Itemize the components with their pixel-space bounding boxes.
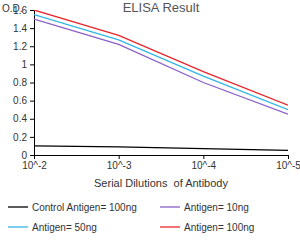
- legend-swatch: [160, 226, 180, 227]
- y-tick: 0.4: [13, 113, 34, 124]
- legend-swatch: [8, 206, 28, 207]
- y-tick: 0.2: [13, 132, 34, 143]
- y-tick-label: 0: [21, 150, 27, 161]
- y-axis-line: [30, 11, 35, 156]
- y-tick-mark: [30, 64, 34, 65]
- y-tick-mark: [30, 28, 34, 29]
- x-tick-label: 10^-5: [276, 160, 300, 171]
- y-tick-label: 0.4: [13, 113, 27, 124]
- series-line: [34, 19, 288, 114]
- legend-label: Control Antigen= 100ng: [32, 202, 137, 213]
- series-line: [34, 10, 288, 105]
- legend: Control Antigen= 100ng Antigen= 10ng Antig…: [8, 202, 254, 233]
- y-tick-label: 0.6: [13, 95, 27, 106]
- x-tick-label: 10^-4: [191, 160, 216, 171]
- y-axis-title: O.D.: [2, 3, 23, 14]
- y-tick-mark: [30, 46, 34, 47]
- y-tick: 0.6: [13, 95, 34, 106]
- x-tick-label: 10^-3: [107, 160, 132, 171]
- title: ELISA Result: [123, 0, 200, 15]
- y-tick-label: 1.2: [13, 41, 27, 52]
- y-tick: 0.8: [13, 77, 34, 88]
- x-tick-mark: [203, 155, 204, 159]
- y-tick-mark: [30, 101, 34, 102]
- x-tick-label: 10^-2: [22, 160, 47, 171]
- legend-swatch: [8, 226, 28, 227]
- y-tick-label: 0.2: [13, 132, 27, 143]
- x-tick-mark: [119, 155, 120, 159]
- y-tick-mark: [30, 155, 34, 156]
- lines: [34, 10, 288, 150]
- legend-label: Antigen= 100ng: [184, 222, 254, 233]
- y-tick: 1: [21, 59, 34, 70]
- legend-label: Antigen= 50ng: [32, 222, 97, 233]
- y-tick: 1.2: [13, 41, 34, 52]
- x-axis: 10^-2 10^-3 10^-4 10^-5: [22, 155, 300, 171]
- series-line: [34, 146, 288, 151]
- y-tick-mark: [30, 10, 34, 11]
- x-tick-mark: [288, 155, 289, 159]
- y-tick-label: 0.8: [13, 77, 27, 88]
- y-tick: 1.4: [13, 23, 34, 34]
- y-tick-mark: [30, 137, 34, 138]
- y-tick: 0: [21, 150, 34, 161]
- x-tick: 10^-2: [22, 155, 47, 171]
- x-tick-mark: [34, 155, 35, 159]
- x-tick: 10^-4: [191, 155, 216, 171]
- legend-label: Antigen= 10ng: [184, 202, 249, 213]
- y-tick-label: 1.4: [13, 23, 27, 34]
- y-tick-label: 1: [21, 59, 27, 70]
- x-tick: 10^-5: [276, 155, 300, 171]
- x-axis-line: [35, 156, 289, 160]
- series-line: [34, 15, 288, 110]
- y-tick-mark: [30, 83, 34, 84]
- legend-swatch: [160, 206, 180, 207]
- chart: 00.20.40.60.811.21.41.610^-210^-310^-410…: [0, 0, 300, 250]
- x-axis-title: Serial Dilutions of Antibody: [94, 177, 228, 189]
- y-tick-mark: [30, 119, 34, 120]
- x-tick: 10^-3: [107, 155, 132, 171]
- y-axis: 00.20.40.60.811.21.41.6: [13, 5, 34, 161]
- plot: 00.20.40.60.811.21.41.610^-210^-310^-410…: [13, 5, 300, 171]
